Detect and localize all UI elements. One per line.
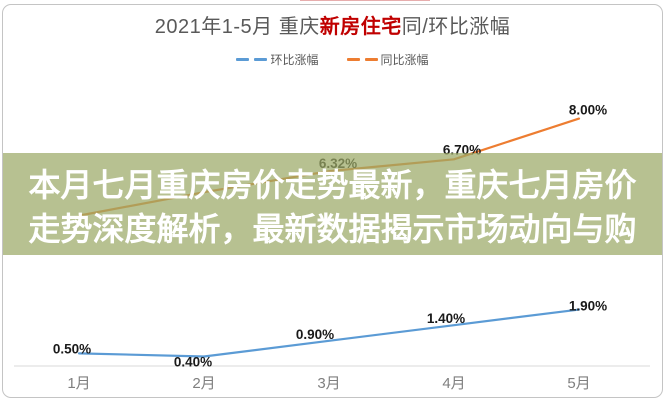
headline-overlay-band	[3, 153, 662, 255]
legend-item-yoy[interactable]: 同比涨幅	[346, 51, 429, 68]
mom-dash-icon	[236, 58, 268, 61]
legend-label-yoy: 同比涨幅	[380, 53, 429, 67]
legend-item-mom[interactable]: 环比涨幅	[236, 51, 319, 68]
x-axis-label: 4月	[442, 375, 465, 392]
x-axis-label: 1月	[67, 375, 90, 392]
top-edge-artifact-line	[300, 0, 430, 1]
headline-overlay-text: 本月七月重庆房价走势最新，重庆七月房价 走势深度解析，最新数据揭示市场动向与购	[3, 153, 662, 255]
x-axis-label: 2月	[192, 375, 215, 392]
mom-line	[77, 308, 581, 358]
chart-title-suffix: 同/环比涨幅	[401, 16, 511, 38]
chart-title: 2021年1-5月 重庆新房住宅同/环比涨幅	[3, 10, 662, 39]
mom-data-label: 1.90%	[569, 299, 607, 314]
mom-data-label: 1.40%	[427, 311, 465, 326]
x-axis-label: 3月	[317, 375, 340, 392]
legend-label-mom: 环比涨幅	[270, 53, 319, 67]
headline-line1: 本月七月重庆房价走势最新，重庆七月房价	[28, 167, 637, 203]
mom-data-label: 0.40%	[174, 354, 212, 369]
chart-title-highlight: 新房住宅	[319, 16, 402, 38]
yoy-data-label: 8.00%	[569, 103, 607, 118]
headline-line2: 走势深度解析，最新数据揭示市场动向与购	[28, 211, 637, 247]
yoy-dash-icon	[346, 58, 378, 61]
mom-data-label: 0.50%	[53, 341, 91, 356]
chart-title-prefix: 2021年1-5月 重庆	[154, 16, 320, 38]
chart-legend: 环比涨幅 同比涨幅	[3, 51, 662, 68]
chart-card: 2021年1-5月 重庆新房住宅同/环比涨幅 环比涨幅 同比涨幅 1月 2月 3月 4…	[2, 4, 663, 398]
mom-data-label: 0.90%	[296, 327, 334, 342]
x-axis-label: 5月	[567, 375, 590, 392]
